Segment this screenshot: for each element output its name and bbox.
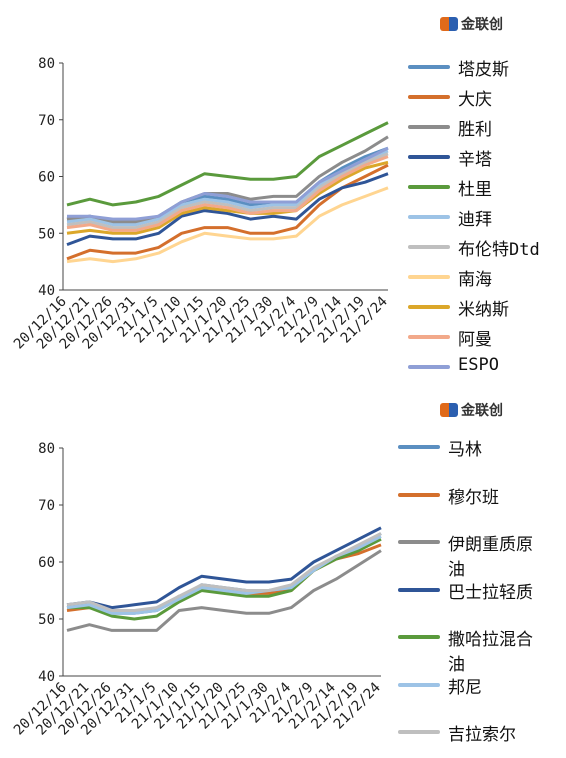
logo: 金联创 bbox=[440, 14, 503, 34]
y-tick-label: 80 bbox=[38, 56, 55, 72]
legend-entry: 米纳斯 bbox=[408, 295, 566, 320]
legend-label: 塔皮斯 bbox=[458, 60, 509, 80]
y-tick-label: 70 bbox=[38, 113, 55, 129]
series-line bbox=[66, 152, 389, 230]
legend-label: 布伦特Dtd bbox=[458, 240, 540, 260]
legend-swatch bbox=[398, 730, 440, 734]
legend-label: 巴士拉轻质 bbox=[448, 582, 533, 603]
y-tick-label: 60 bbox=[38, 555, 55, 571]
legend-entry: 伊朗重质原油 bbox=[398, 530, 548, 580]
legend-swatch bbox=[398, 587, 440, 592]
legend-entry: 胜利 bbox=[408, 115, 566, 140]
legend-entry: 南海 bbox=[408, 265, 566, 290]
legend-entry: 穆尔班 bbox=[398, 483, 548, 508]
legend-swatch bbox=[398, 540, 440, 544]
series-line bbox=[67, 146, 389, 221]
legend-label: 大庆 bbox=[458, 90, 492, 110]
y-tick-label: 60 bbox=[38, 170, 55, 186]
y-tick-label: 80 bbox=[38, 441, 55, 457]
series-line bbox=[67, 537, 382, 621]
legend-entry: 邦尼 bbox=[398, 673, 548, 698]
legend-label: 胜利 bbox=[458, 120, 492, 140]
series-line bbox=[66, 186, 389, 264]
series-line bbox=[66, 135, 389, 224]
legend-swatch bbox=[408, 185, 450, 189]
legend-swatch bbox=[408, 65, 450, 69]
legend-label: 马林 bbox=[448, 440, 482, 460]
legend-swatch bbox=[408, 275, 450, 279]
legend-entry: 阿曼 bbox=[408, 325, 566, 350]
series-line bbox=[66, 155, 389, 232]
legend-label: ESPO bbox=[458, 355, 499, 375]
logo-icon bbox=[440, 17, 458, 31]
legend-swatch bbox=[408, 155, 450, 159]
y-tick-label: 70 bbox=[38, 498, 55, 514]
series-line bbox=[66, 549, 382, 632]
legend-entry: 大庆 bbox=[408, 85, 566, 110]
legend-swatch bbox=[408, 365, 450, 369]
legend-label: 伊朗重质原油 bbox=[448, 535, 533, 580]
logo: 金联创 bbox=[440, 400, 503, 420]
series-line bbox=[66, 532, 382, 615]
legend-label: 撒哈拉混合油 bbox=[448, 630, 533, 675]
y-tick-label: 50 bbox=[38, 226, 55, 242]
legend-entry: 马林 bbox=[398, 435, 548, 460]
series-line bbox=[66, 160, 389, 235]
legend-label: 米纳斯 bbox=[458, 300, 509, 320]
legend-entry: 布伦特Dtd bbox=[408, 235, 566, 260]
legend-swatch bbox=[398, 635, 440, 639]
logo-text: 金联创 bbox=[461, 403, 503, 419]
legend-label: 穆尔班 bbox=[448, 487, 499, 508]
legend-entry: 迪拜 bbox=[408, 205, 566, 230]
series-line bbox=[66, 526, 382, 610]
y-tick-label: 40 bbox=[38, 669, 55, 685]
series-line bbox=[66, 121, 389, 207]
y-tick-label: 50 bbox=[38, 612, 55, 628]
legend-entry: 塔皮斯 bbox=[408, 55, 566, 80]
legend-label: 迪拜 bbox=[458, 210, 492, 230]
legend-entry: 杜里 bbox=[408, 175, 566, 200]
legend-label: 邦尼 bbox=[448, 677, 482, 698]
legend-swatch bbox=[408, 95, 450, 99]
series-line bbox=[66, 172, 389, 247]
legend-swatch bbox=[408, 335, 450, 339]
legend-entry: 撒哈拉混合油 bbox=[398, 625, 548, 675]
legend-entry: ESPO bbox=[408, 355, 566, 375]
legend-label: 辛塔 bbox=[458, 150, 492, 170]
legend-label: 阿曼 bbox=[458, 330, 492, 350]
legend-label: 吉拉索尔 bbox=[448, 725, 516, 745]
legend-swatch bbox=[408, 215, 450, 219]
legend-swatch bbox=[408, 305, 450, 309]
legend-entry: 吉拉索尔 bbox=[398, 720, 548, 745]
legend-entry: 巴士拉轻质 bbox=[398, 578, 548, 603]
legend-swatch bbox=[408, 245, 450, 249]
series-line bbox=[66, 163, 389, 261]
legend-swatch bbox=[398, 682, 440, 687]
legend-swatch bbox=[408, 125, 450, 129]
legend-swatch bbox=[398, 445, 440, 449]
series-line bbox=[66, 532, 382, 612]
legend-label: 南海 bbox=[458, 270, 492, 290]
legend-entry: 辛塔 bbox=[408, 145, 566, 170]
legend-label: 杜里 bbox=[458, 180, 492, 200]
legend-swatch bbox=[398, 492, 440, 497]
logo-text: 金联创 bbox=[461, 17, 503, 33]
y-tick-label: 40 bbox=[38, 283, 55, 299]
logo-icon bbox=[440, 403, 458, 417]
series-line bbox=[66, 535, 382, 615]
